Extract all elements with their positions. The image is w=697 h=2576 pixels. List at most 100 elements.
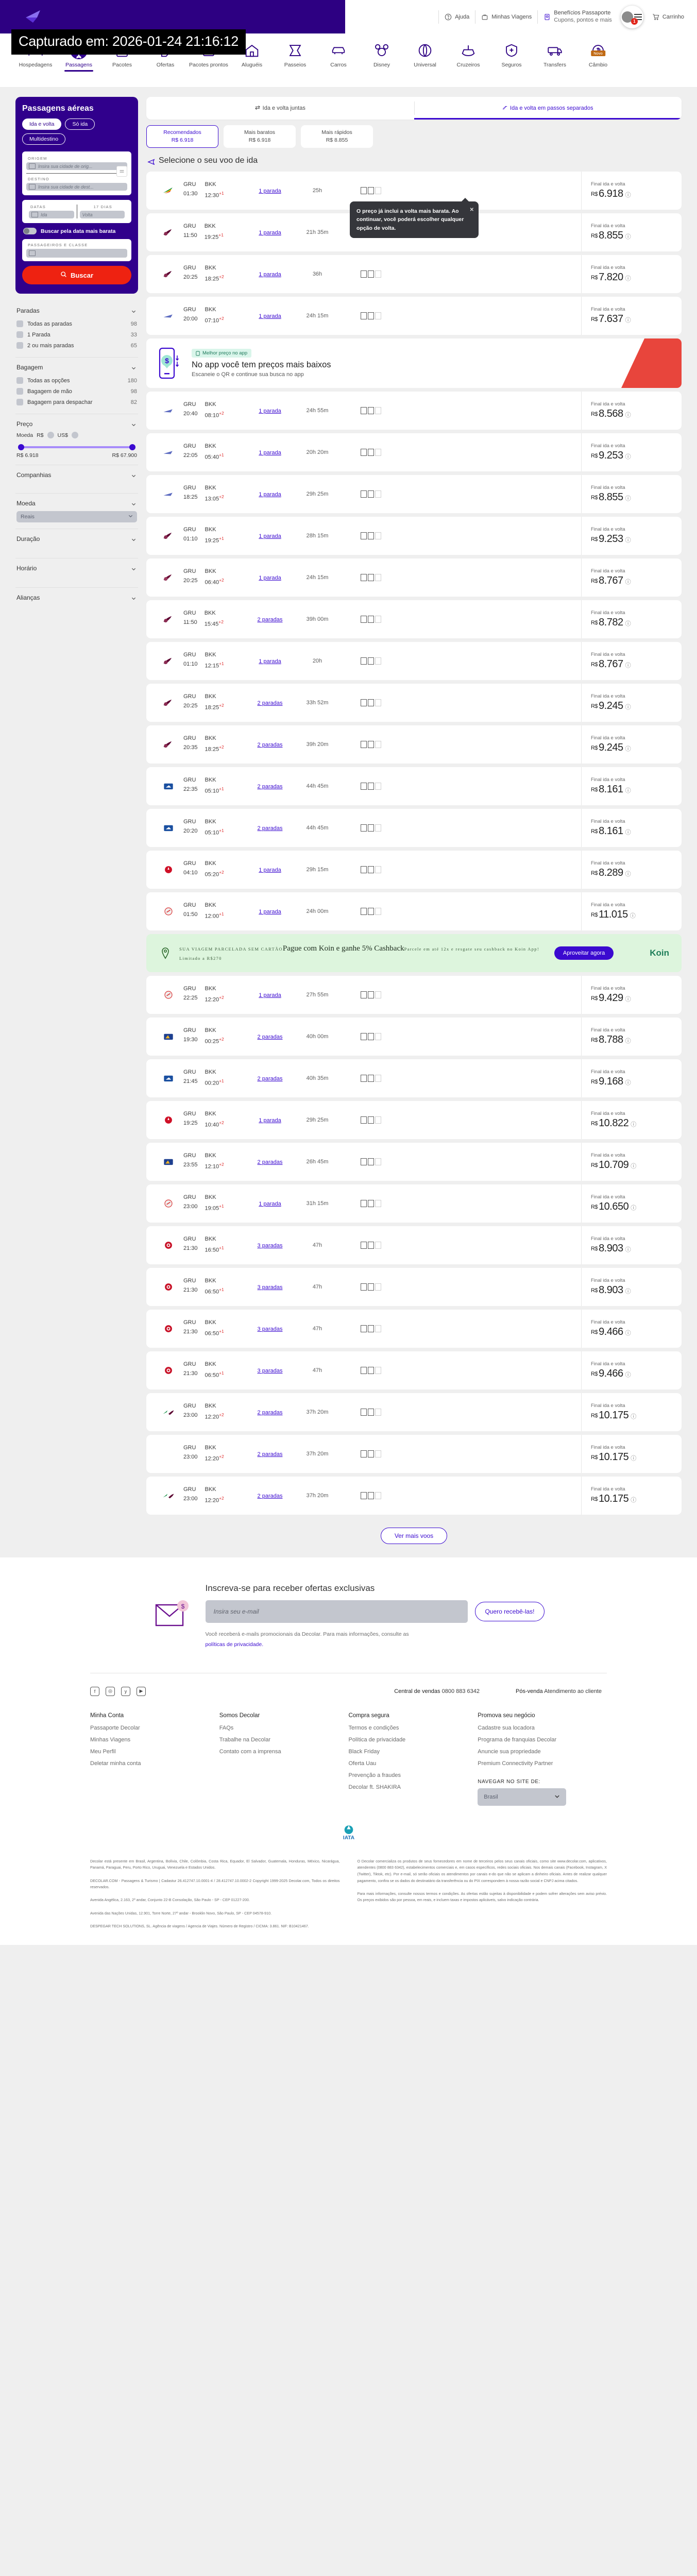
flight-result-card[interactable]: GRU 21:45 BKK 00:20+1 2 paradas 40h 35m Final … xyxy=(146,1059,682,1097)
price-info-icon[interactable]: ⓘ xyxy=(625,454,631,461)
nav-item-cruzeiros[interactable]: Cruzeiros xyxy=(448,37,488,68)
chevron-down-icon[interactable] xyxy=(131,535,136,541)
return-date-input[interactable]: Volta xyxy=(79,211,125,218)
stops-link[interactable]: 2 paradas xyxy=(257,1493,283,1499)
price-info-icon[interactable]: ⓘ xyxy=(625,234,631,241)
facebook-icon[interactable]: f xyxy=(90,1686,99,1696)
cart-button[interactable]: Carrinho xyxy=(647,8,690,26)
filter-row[interactable]: Todas as paradas 98 xyxy=(16,318,137,329)
flight-result-card[interactable]: GRU 22:25 BKK 12:20+2 1 parada 27h 55m Final i… xyxy=(146,976,682,1014)
flight-result-card[interactable]: GRU 23:55 BKK 12:10+2 2 paradas 26h 45m Final … xyxy=(146,1143,682,1181)
stops-link[interactable]: 2 paradas xyxy=(257,1410,283,1416)
stops-link[interactable]: 1 parada xyxy=(259,188,281,194)
flight-result-card[interactable]: GRU 22:35 BKK 05:10+1 2 paradas 44h 45m Final … xyxy=(146,767,682,805)
nav-item-carros[interactable]: Carros xyxy=(318,37,359,68)
stops-link[interactable]: 1 parada xyxy=(259,1201,281,1207)
price-info-icon[interactable]: ⓘ xyxy=(625,788,631,794)
nav-item-transfers[interactable]: Transfers xyxy=(535,37,575,68)
slider-knob-max[interactable] xyxy=(129,444,135,450)
stops-link[interactable]: 1 parada xyxy=(259,450,281,456)
flight-result-card[interactable]: GRU 04:10 BKK 05:20+2 1 parada 29h 15m Final i… xyxy=(146,851,682,889)
flight-result-card[interactable]: GRU 01:10 BKK 19:25+1 1 parada 28h 15m Final i… xyxy=(146,517,682,555)
search-button[interactable]: Buscar xyxy=(22,266,131,284)
price-info-icon[interactable]: ⓘ xyxy=(625,1038,631,1045)
my-trips-button[interactable]: Minhas Viagens xyxy=(475,8,537,26)
flight-stops[interactable]: 1 parada xyxy=(245,573,295,582)
flight-result-card[interactable]: GRU 19:25 BKK 10:40+2 1 parada 29h 25m Final i… xyxy=(146,1101,682,1139)
flight-result-card[interactable]: GRU 23:00 BKK 19:05+1 1 parada 31h 15m Final i… xyxy=(146,1184,682,1223)
price-info-icon[interactable]: ⓘ xyxy=(625,412,631,419)
stops-link[interactable]: 2 paradas xyxy=(257,1034,283,1040)
stops-link[interactable]: 1 parada xyxy=(259,272,281,278)
flight-result-card[interactable]: GRU 20:00 BKK 07:10+2 1 parada 24h 15m Final i… xyxy=(146,297,682,335)
checkbox[interactable] xyxy=(16,388,23,395)
price-info-icon[interactable]: ⓘ xyxy=(625,1080,631,1087)
flight-stops[interactable]: 1 parada xyxy=(245,1115,295,1125)
checkbox[interactable] xyxy=(16,399,23,405)
stops-link[interactable]: 1 parada xyxy=(259,230,281,236)
filter-row[interactable]: Bagagem de mão 98 xyxy=(16,386,137,397)
flight-stops[interactable]: 1 parada xyxy=(245,865,295,874)
help-button[interactable]: Ajuda xyxy=(439,8,475,26)
passengers-input[interactable] xyxy=(26,249,127,258)
filter-horario[interactable]: Horário xyxy=(15,558,138,588)
flight-stops[interactable]: 2 paradas xyxy=(245,823,295,833)
flight-result-card[interactable]: GRU 23:00 BKK 12:20+2 2 paradas 37h 20m Final … xyxy=(146,1435,682,1473)
app-promo-banner[interactable]: $ Melhor preço no app No app você tem preç… xyxy=(146,338,682,388)
chevron-down-icon[interactable] xyxy=(131,471,136,478)
stops-link[interactable]: 3 paradas xyxy=(257,1284,283,1291)
flight-stops[interactable]: 3 paradas xyxy=(245,1282,295,1292)
flight-result-card[interactable]: GRU 01:10 BKK 12:15+1 1 parada 20h Final ida e… xyxy=(146,642,682,680)
trip-type-oneway[interactable]: Só ida xyxy=(65,118,95,130)
origin-input[interactable]: Insira sua cidade de orig... xyxy=(26,162,127,170)
price-info-icon[interactable]: ⓘ xyxy=(625,276,631,282)
flight-result-card[interactable]: GRU 23:00 BKK 12:20+2 2 paradas 37h 20m Final … xyxy=(146,1477,682,1515)
flight-result-card[interactable]: GRU 11:50 BKK 15:45+2 2 paradas 39h 00m Final … xyxy=(146,600,682,638)
decolar-logo[interactable] xyxy=(20,6,81,28)
flight-result-card[interactable]: GRU 21:30 BKK 16:50+1 3 paradas 47h Final ida … xyxy=(146,1226,682,1264)
price-info-icon[interactable]: ⓘ xyxy=(625,579,631,586)
stops-link[interactable]: 1 parada xyxy=(259,313,281,319)
currency-select[interactable]: Reais xyxy=(16,511,137,522)
flight-stops[interactable]: 2 paradas xyxy=(245,1074,295,1083)
flight-result-card[interactable]: GRU 21:30 BKK 06:50+1 3 paradas 47h Final ida … xyxy=(146,1268,682,1306)
price-info-icon[interactable]: ⓘ xyxy=(625,746,631,753)
stops-link[interactable]: 2 paradas xyxy=(257,1451,283,1458)
stops-link[interactable]: 1 parada xyxy=(259,492,281,498)
stops-link[interactable]: 2 paradas xyxy=(257,1076,283,1082)
sort-recomendados[interactable]: Recomendados R$ 6.918 xyxy=(146,125,218,148)
checkbox[interactable] xyxy=(16,320,23,327)
stops-link[interactable]: 1 parada xyxy=(259,867,281,873)
nav-item-alugueis[interactable]: Aluguéis xyxy=(232,37,272,68)
koin-cta-button[interactable]: Aproveitar agora xyxy=(554,946,614,960)
price-info-icon[interactable]: ⓘ xyxy=(631,1205,636,1212)
filter-aliancas[interactable]: Alianças xyxy=(15,588,138,617)
price-info-icon[interactable]: ⓘ xyxy=(631,1414,636,1420)
footer-link[interactable]: Premium Connectivity Partner xyxy=(478,1760,553,1767)
price-info-icon[interactable]: ⓘ xyxy=(630,913,636,920)
price-info-icon[interactable]: ⓘ xyxy=(625,871,631,878)
trip-type-roundtrip[interactable]: Ida e volta xyxy=(22,118,62,130)
footer-link[interactable]: Passaporte Decolar xyxy=(90,1724,140,1731)
price-info-icon[interactable]: ⓘ xyxy=(625,1330,631,1337)
koin-promo-banner[interactable]: SUA VIAGEM PARCELADA SEM CARTÃOPague com… xyxy=(146,934,682,972)
sort-mais-baratos[interactable]: Mais baratos R$ 6.918 xyxy=(224,125,296,148)
stops-link[interactable]: 1 parada xyxy=(259,575,281,581)
twitter-icon[interactable]: y xyxy=(121,1686,130,1696)
footer-postsale-link[interactable]: Atendimento ao cliente xyxy=(544,1688,602,1694)
footer-link[interactable]: Trabalhe na Decolar xyxy=(219,1736,271,1743)
currency-brl-radio[interactable] xyxy=(47,432,54,438)
flight-stops[interactable]: 1 parada xyxy=(245,656,295,666)
footer-link[interactable]: Minhas Viagens xyxy=(90,1736,131,1743)
flight-result-card[interactable]: GRU 20:25 BKK 18:25+2 2 paradas 33h 52m Final … xyxy=(146,684,682,722)
price-info-icon[interactable]: ⓘ xyxy=(631,1122,636,1128)
price-info-icon[interactable]: ⓘ xyxy=(625,996,631,1003)
stops-link[interactable]: 2 paradas xyxy=(257,742,283,748)
stops-link[interactable]: 3 paradas xyxy=(257,1326,283,1332)
stops-link[interactable]: 1 parada xyxy=(259,909,281,915)
stops-link[interactable]: 2 paradas xyxy=(257,617,283,623)
footer-link[interactable]: Cadastre sua locadora xyxy=(478,1724,535,1731)
footer-link[interactable]: Termos e condições xyxy=(348,1724,399,1731)
flight-stops[interactable]: 3 paradas xyxy=(245,1366,295,1375)
stops-link[interactable]: 2 paradas xyxy=(257,784,283,790)
